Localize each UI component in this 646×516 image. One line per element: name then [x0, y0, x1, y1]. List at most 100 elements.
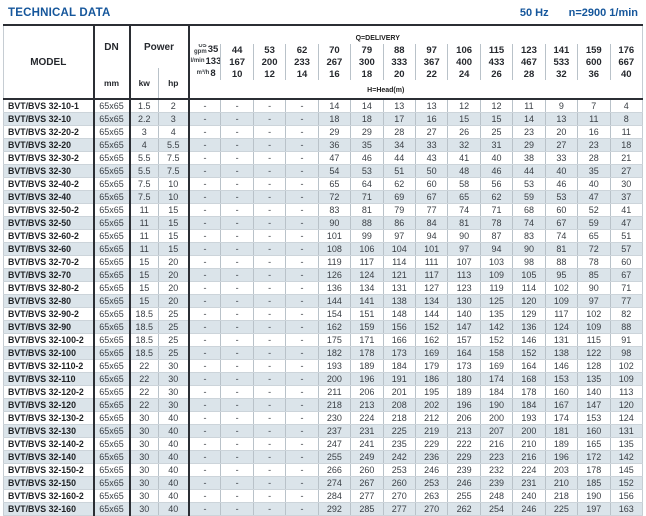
head-value-cell: 102 [609, 359, 643, 373]
kw-cell: 11 [129, 203, 159, 217]
kw-cell: 11 [129, 242, 159, 256]
kw-cell: 11 [129, 216, 159, 230]
table-row: BVT/BVS 32-60 65x65 11 15- - - -108 106 104 101 97… [3, 242, 643, 256]
kw-cell: 22 [129, 372, 159, 386]
head-value-cell: 136 [512, 320, 546, 334]
hp-cell: 40 [157, 476, 190, 490]
head-value-cell: - [285, 476, 319, 490]
head-value-cell: 189 [447, 385, 481, 399]
hp-cell: 15 [157, 216, 190, 230]
head-value-cell: - [285, 177, 319, 191]
head-value-cell: 131 [382, 281, 416, 295]
head-value-cell: - [220, 190, 254, 204]
dn-cell: 65x65 [93, 281, 131, 295]
head-value-cell: 60 [414, 177, 448, 191]
head-value-cell: 210 [512, 437, 546, 451]
hp-cell: 25 [157, 320, 190, 334]
hp-cell: 15 [157, 203, 190, 217]
head-value-cell: 67 [414, 190, 448, 204]
hp-cell: 25 [157, 333, 190, 347]
head-value-cell: 179 [414, 359, 448, 373]
head-value-cell: 67 [544, 216, 578, 230]
head-value-cell: - [188, 125, 221, 139]
head-value-cell: 119 [317, 255, 351, 269]
head-value-cell: 40 [544, 164, 578, 178]
head-value-cell: - [220, 138, 254, 152]
head-value-cell: - [188, 216, 221, 230]
flow-header-cell: 115 [479, 44, 513, 56]
head-value-cell: 237 [317, 424, 351, 438]
flow-header-cell: 24 [447, 68, 481, 80]
dn-cell: 65x65 [93, 190, 131, 204]
delivery-header-cell: Q=DELIVERY [188, 25, 643, 44]
head-value-cell: 165 [577, 437, 610, 451]
head-value-cell: - [252, 346, 286, 360]
head-value-cell: 162 [317, 320, 351, 334]
head-value-cell: 267 [350, 476, 384, 490]
model-cell: BVT/BVS 32-50 [3, 216, 95, 230]
head-value-cell: 48 [447, 164, 481, 178]
head-value-cell: - [252, 229, 286, 243]
dn-cell: 65x65 [93, 476, 131, 490]
table-row: BVT/BVS 32-30-2 65x65 5.5 7.5- - - -47 46 44 43 41… [3, 151, 643, 165]
technical-data-table: MODEL DN Power Q=DELIVERY US gpm35 44 53 62… [3, 24, 643, 516]
head-value-cell: 218 [382, 411, 416, 425]
head-value-cell: 36 [317, 138, 351, 152]
head-value-cell: - [285, 151, 319, 165]
hp-cell: 10 [157, 190, 190, 204]
head-value-cell: 266 [317, 463, 351, 477]
head-value-cell: 74 [544, 229, 578, 243]
head-value-cell: 178 [350, 346, 384, 360]
head-value-cell: - [188, 138, 221, 152]
head-value-cell: 111 [414, 255, 448, 269]
head-value-cell: 53 [350, 164, 384, 178]
flow-header-cell: 141 [544, 44, 578, 56]
dn-cell: 65x65 [93, 346, 131, 360]
head-value-cell: - [252, 151, 286, 165]
head-value-cell: 98 [609, 346, 643, 360]
table-row: BVT/BVS 32-120-2 65x65 22 30- - - -211 206 201 19… [3, 385, 643, 399]
head-value-cell: 284 [317, 489, 351, 503]
flow-header-cell: 22 [414, 68, 448, 80]
hp-cell: 20 [157, 294, 190, 308]
head-value-cell: - [220, 463, 254, 477]
dn-cell: 65x65 [93, 98, 131, 113]
head-value-cell: 65 [317, 177, 351, 191]
kw-cell: 18.5 [129, 307, 159, 321]
hp-cell: 30 [157, 385, 190, 399]
head-value-cell: - [188, 203, 221, 217]
head-value-cell: 23 [512, 125, 546, 139]
head-value-cell: - [220, 476, 254, 490]
head-value-cell: - [285, 190, 319, 204]
head-value-cell: 124 [350, 268, 384, 282]
head-value-cell: 253 [382, 463, 416, 477]
head-value-cell: 117 [350, 255, 384, 269]
head-value-cell: 29 [350, 125, 384, 139]
head-value-cell: - [252, 138, 286, 152]
head-value-cell: 230 [317, 411, 351, 425]
flow-header-cell: 333 [382, 56, 416, 68]
head-value-cell: - [188, 177, 221, 191]
head-value-cell: - [252, 268, 286, 282]
head-value-cell: - [285, 138, 319, 152]
head-value-cell: - [285, 437, 319, 451]
head-value-cell: 196 [447, 398, 481, 412]
flow-header-cell: 70 [317, 44, 351, 56]
kw-cell: 30 [129, 450, 159, 464]
flow-header-cell: 18 [350, 68, 384, 80]
head-value-cell: 202 [414, 398, 448, 412]
head-value-cell: - [252, 385, 286, 399]
head-value-cell: 109 [577, 320, 610, 334]
head-value-cell: 16 [577, 125, 610, 139]
kw-header: kw [129, 68, 159, 99]
dn-cell: 65x65 [93, 112, 131, 126]
head-value-cell: 169 [414, 346, 448, 360]
head-value-cell: 127 [414, 281, 448, 295]
model-cell: BVT/BVS 32-60-2 [3, 229, 95, 243]
head-value-cell: 88 [544, 255, 578, 269]
head-value-cell: - [252, 372, 286, 386]
table-row: BVT/BVS 32-140 65x65 30 40- - - -255 249 242 236 2… [3, 450, 643, 464]
head-value-cell: - [188, 333, 221, 347]
head-value-cell: 246 [512, 502, 546, 516]
head-value-cell: 131 [609, 424, 643, 438]
